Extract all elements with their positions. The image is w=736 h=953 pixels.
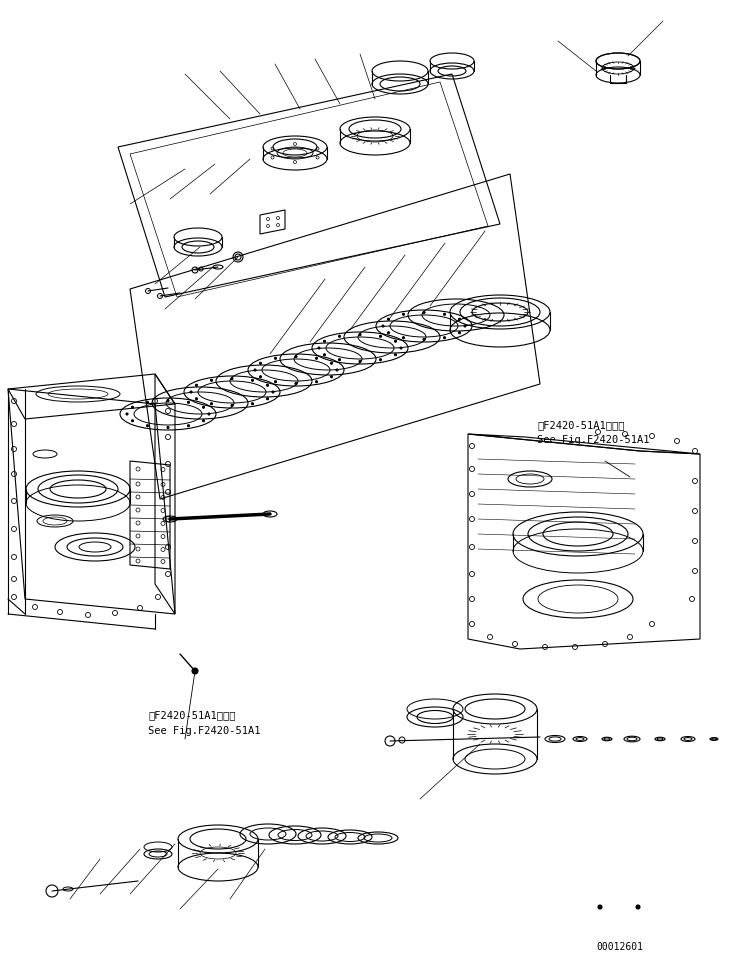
Circle shape [231, 405, 233, 407]
Circle shape [196, 385, 197, 387]
Circle shape [295, 356, 297, 358]
Circle shape [252, 380, 253, 382]
Circle shape [196, 398, 197, 400]
Circle shape [295, 383, 297, 385]
Circle shape [126, 414, 128, 416]
Circle shape [459, 333, 461, 335]
Circle shape [444, 314, 445, 316]
Circle shape [423, 313, 425, 314]
Circle shape [403, 314, 405, 316]
Circle shape [330, 363, 333, 365]
Circle shape [459, 319, 461, 321]
Circle shape [324, 355, 325, 356]
Circle shape [167, 400, 169, 402]
Circle shape [202, 407, 205, 409]
Circle shape [208, 414, 210, 416]
Circle shape [387, 333, 389, 335]
Circle shape [202, 420, 205, 422]
Circle shape [266, 385, 269, 387]
Circle shape [394, 341, 397, 343]
Circle shape [598, 905, 602, 909]
Circle shape [252, 403, 253, 405]
Circle shape [380, 336, 381, 338]
Circle shape [382, 326, 384, 328]
Circle shape [254, 370, 256, 372]
Circle shape [132, 407, 133, 409]
Circle shape [359, 361, 361, 363]
Circle shape [316, 358, 317, 360]
Circle shape [359, 335, 361, 336]
Circle shape [146, 425, 149, 427]
Circle shape [330, 376, 333, 378]
Circle shape [192, 668, 198, 675]
Circle shape [275, 381, 277, 383]
Circle shape [387, 319, 389, 321]
Circle shape [260, 376, 261, 378]
Circle shape [167, 427, 169, 429]
Circle shape [394, 355, 397, 356]
Text: 00012601: 00012601 [596, 941, 643, 951]
Circle shape [318, 348, 320, 350]
Circle shape [146, 402, 149, 404]
Circle shape [464, 326, 466, 328]
Circle shape [266, 398, 269, 400]
Circle shape [231, 378, 233, 380]
Circle shape [336, 370, 338, 372]
Text: See Fig.F2420-51A1: See Fig.F2420-51A1 [148, 725, 261, 735]
Circle shape [188, 402, 189, 404]
Circle shape [636, 905, 640, 909]
Text: 第F2420-51A1図参照: 第F2420-51A1図参照 [148, 709, 236, 720]
Circle shape [339, 336, 341, 338]
Circle shape [132, 420, 133, 422]
Circle shape [403, 337, 405, 339]
Circle shape [275, 358, 277, 360]
Circle shape [339, 359, 341, 361]
Circle shape [210, 403, 213, 405]
Circle shape [210, 380, 213, 382]
Text: 第F2420-51A1図参照: 第F2420-51A1図参照 [537, 419, 625, 430]
Circle shape [190, 392, 192, 394]
Text: See Fig.F2420-51A1: See Fig.F2420-51A1 [537, 435, 649, 444]
Circle shape [400, 348, 402, 350]
Circle shape [324, 341, 325, 343]
Circle shape [444, 337, 445, 339]
Circle shape [316, 381, 317, 383]
Circle shape [188, 425, 189, 427]
Circle shape [260, 363, 261, 365]
Circle shape [380, 359, 381, 361]
Circle shape [423, 339, 425, 341]
Circle shape [272, 392, 274, 394]
